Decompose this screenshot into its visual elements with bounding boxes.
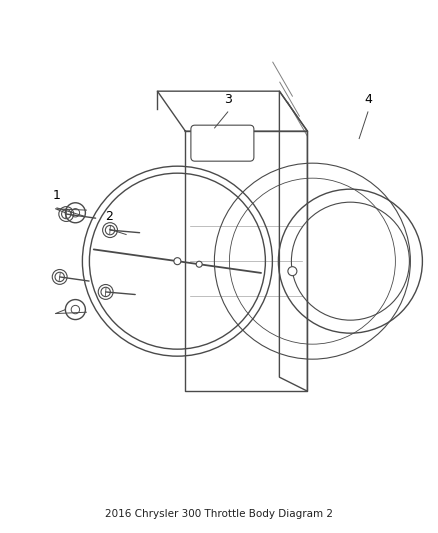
Text: 2016 Chrysler 300 Throttle Body Diagram 2: 2016 Chrysler 300 Throttle Body Diagram … — [105, 510, 333, 519]
FancyBboxPatch shape — [191, 125, 254, 161]
Text: 1: 1 — [53, 189, 61, 202]
Circle shape — [288, 266, 297, 276]
Text: 2: 2 — [106, 210, 113, 223]
Circle shape — [196, 261, 202, 267]
Text: 3: 3 — [224, 93, 232, 106]
Circle shape — [174, 257, 181, 265]
Text: 4: 4 — [364, 93, 372, 106]
